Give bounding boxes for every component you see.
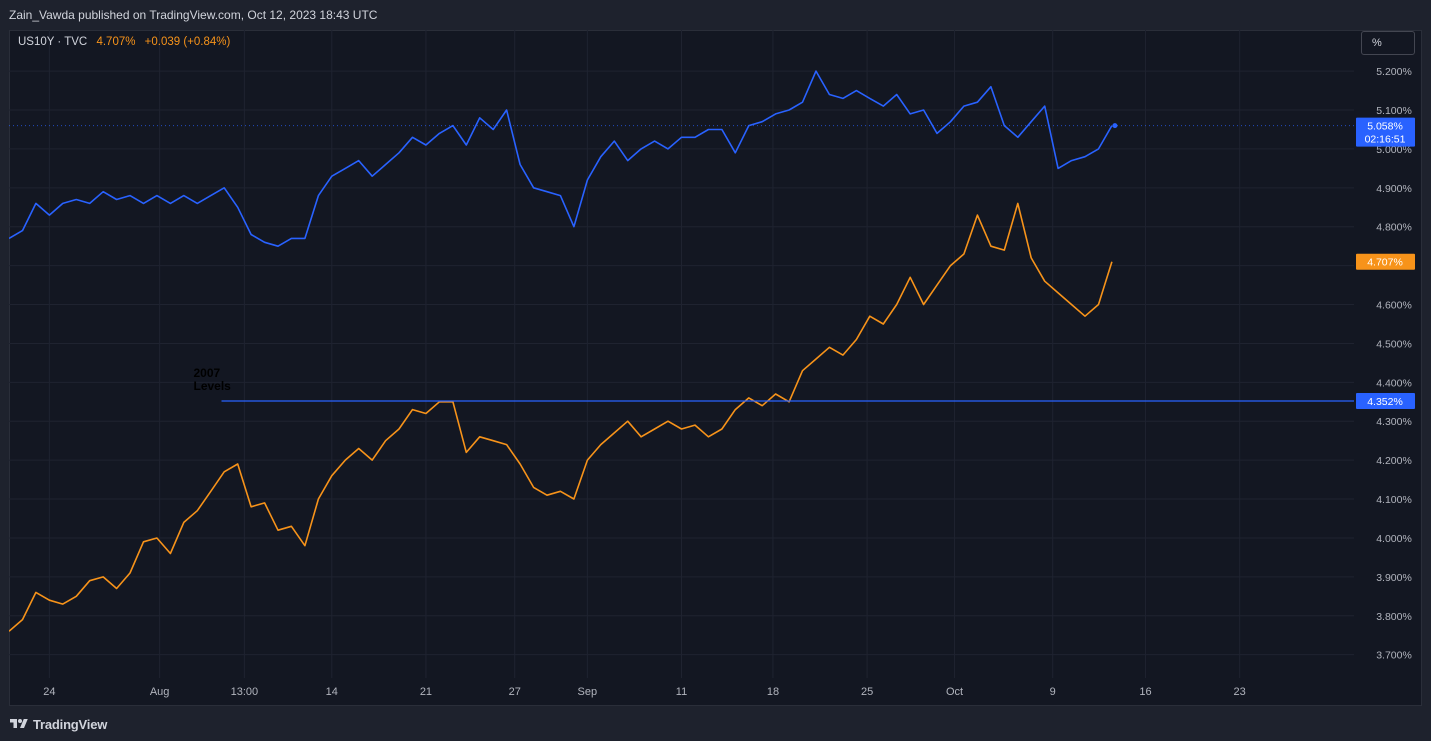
blue-price-tag-text: 5.058% [1367,121,1403,133]
y-tick-label: 5.200% [1376,66,1412,78]
y-tick-label: 3.800% [1376,611,1412,623]
top-bar: Zain_Vawda published on TradingView.com,… [0,0,1431,30]
x-tick-label: 24 [43,686,55,698]
x-tick-label: 13:00 [231,686,259,698]
tradingview-logo-icon [10,719,28,728]
y-tick-label: 4.900% [1376,183,1412,195]
symbol-legend[interactable]: US10Y · TVC 4.707% +0.039 (+0.84%) [18,36,230,48]
y-tick-label: 4.400% [1376,377,1412,389]
blue-price-tag-bg [1356,117,1415,147]
x-tick-label: 11 [676,686,687,698]
footer-brand[interactable]: TradingView [9,714,107,734]
blue-series-line [9,70,1113,247]
y-tick-label: 3.900% [1376,572,1412,584]
price-chart[interactable]: 5.200%5.100%5.000%4.900%4.800%4.700%4.60… [9,30,1422,706]
price-change: +0.039 (+0.84%) [144,36,231,48]
orange-series-line [9,202,1113,632]
y-tick-label: 4.000% [1376,533,1412,545]
last-price: 4.707% [96,36,136,48]
x-tick-label: Aug [150,686,170,698]
y-tick-label: 5.000% [1376,144,1412,156]
annotation-2007: 2007 [194,366,221,380]
y-tick-label: 4.500% [1376,338,1412,350]
x-tick-label: 25 [861,686,873,698]
y-tick-label: 4.800% [1376,222,1412,234]
x-tick-label: 9 [1050,686,1056,698]
symbol-name[interactable]: US10Y · TVC [18,36,88,48]
y-tick-label: 4.600% [1376,300,1412,312]
x-tick-label: 16 [1139,686,1151,698]
level-price-tag-text: 4.352% [1367,396,1403,408]
x-tick-label: 18 [767,686,779,698]
annotation-levels: Levels [194,379,232,393]
blue-price-tag-text: 02:16:51 [1365,134,1406,146]
brand-name: TradingView [33,716,108,732]
y-tick-label: 4.200% [1376,455,1412,467]
y-tick-label: 4.300% [1376,416,1412,428]
x-tick-label: 27 [509,686,521,698]
x-tick-label: Sep [578,686,598,698]
y-tick-label: 3.700% [1376,650,1412,662]
orange-price-tag-text: 4.707% [1367,257,1403,269]
percent-scale-button[interactable]: % [1361,31,1415,55]
orange-price-tag-bg [1356,253,1415,270]
y-tick-label: 5.100% [1376,105,1412,117]
x-tick-label: 21 [420,686,432,698]
y-tick-label: 4.100% [1376,494,1412,506]
x-tick-label: 14 [326,686,338,698]
level-price-tag-bg [1356,393,1415,410]
blue-last-point [1112,123,1118,129]
published-info: Zain_Vawda published on TradingView.com,… [9,8,378,22]
x-tick-label: 23 [1234,686,1246,698]
x-tick-label: Oct [946,686,963,698]
